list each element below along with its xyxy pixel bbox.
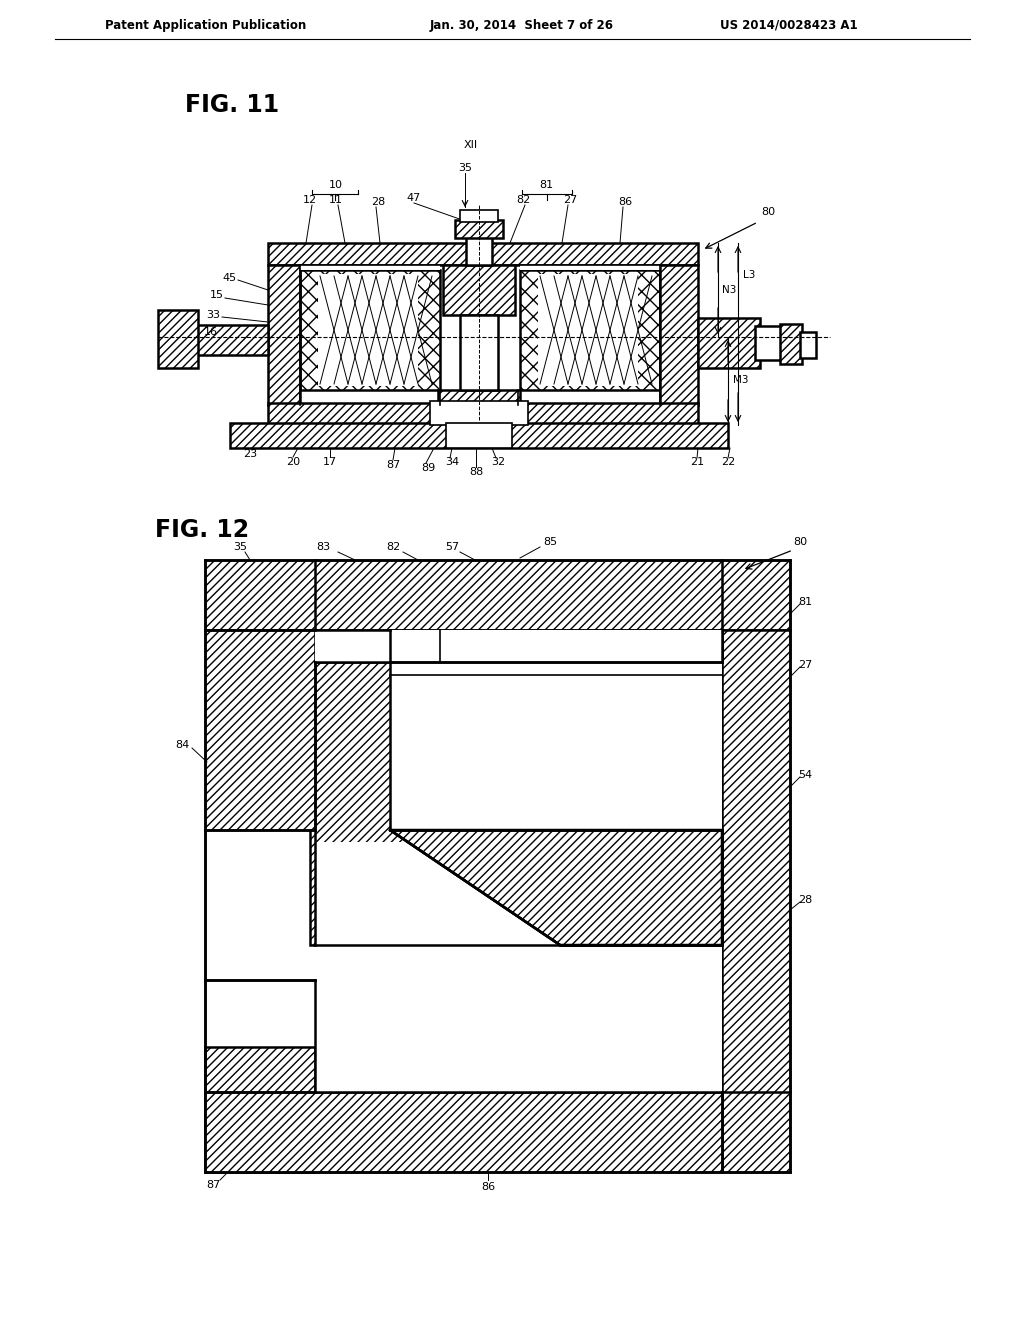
Bar: [460, 315, 498, 389]
Text: 82: 82: [386, 543, 400, 552]
Text: 81: 81: [798, 597, 812, 607]
Bar: [722, 630, 790, 1172]
Bar: [660, 265, 698, 405]
Bar: [438, 389, 520, 425]
Text: 57: 57: [445, 543, 459, 552]
Text: 47: 47: [407, 193, 421, 203]
Text: 16: 16: [204, 327, 218, 337]
Text: 89: 89: [421, 463, 435, 473]
Bar: [205, 1047, 315, 1172]
Text: 27: 27: [563, 195, 578, 205]
Text: 81: 81: [539, 180, 553, 190]
Text: 32: 32: [490, 457, 505, 467]
Bar: [158, 310, 198, 368]
Text: 82: 82: [516, 195, 530, 205]
Bar: [390, 630, 722, 830]
Text: M3: M3: [733, 375, 749, 385]
Bar: [315, 850, 435, 979]
Bar: [205, 1092, 722, 1172]
Bar: [460, 210, 498, 222]
Text: 84: 84: [175, 741, 189, 750]
Text: US 2014/0028423 A1: US 2014/0028423 A1: [720, 18, 858, 32]
Bar: [466, 215, 492, 265]
Bar: [310, 663, 722, 945]
Bar: [205, 630, 315, 830]
Text: 34: 34: [445, 457, 459, 467]
Text: 88: 88: [469, 467, 483, 477]
Text: 28: 28: [798, 895, 812, 906]
Text: 83: 83: [316, 543, 330, 552]
Bar: [315, 630, 722, 663]
Text: 17: 17: [323, 457, 337, 467]
Text: XII: XII: [464, 140, 478, 150]
Text: 21: 21: [690, 457, 705, 467]
Text: L3: L3: [743, 271, 756, 280]
Text: 12: 12: [303, 195, 317, 205]
Text: 86: 86: [617, 197, 632, 207]
Bar: [698, 318, 760, 368]
Bar: [268, 403, 698, 425]
Text: N3: N3: [722, 285, 736, 294]
Text: 33: 33: [206, 310, 220, 319]
Bar: [195, 325, 268, 355]
Text: 20: 20: [286, 457, 300, 467]
Bar: [268, 265, 300, 405]
Polygon shape: [390, 830, 722, 945]
Text: Patent Application Publication: Patent Application Publication: [105, 18, 306, 32]
Text: 15: 15: [210, 290, 224, 300]
Text: 80: 80: [793, 537, 807, 546]
Bar: [268, 243, 698, 265]
Bar: [430, 401, 528, 425]
Bar: [755, 326, 783, 360]
Text: 87: 87: [386, 459, 400, 470]
Text: 86: 86: [481, 1181, 495, 1192]
Bar: [446, 422, 512, 447]
Text: 23: 23: [243, 449, 257, 459]
Bar: [300, 271, 440, 389]
Text: 28: 28: [371, 197, 385, 207]
Bar: [205, 560, 790, 630]
Bar: [230, 422, 728, 447]
Text: 80: 80: [761, 207, 775, 216]
Bar: [455, 220, 503, 238]
Bar: [390, 630, 722, 663]
Bar: [315, 842, 722, 1092]
Bar: [520, 265, 660, 271]
Bar: [318, 275, 418, 385]
Bar: [443, 265, 515, 315]
Text: 45: 45: [223, 273, 237, 282]
Bar: [300, 265, 440, 271]
Bar: [520, 271, 660, 389]
Text: 87: 87: [206, 1180, 220, 1191]
Text: 54: 54: [798, 770, 812, 780]
Text: Jan. 30, 2014  Sheet 7 of 26: Jan. 30, 2014 Sheet 7 of 26: [430, 18, 614, 32]
Text: FIG. 12: FIG. 12: [155, 517, 249, 543]
Text: 10: 10: [329, 180, 343, 190]
Text: 11: 11: [329, 195, 343, 205]
Text: 35: 35: [458, 162, 472, 173]
Bar: [800, 333, 816, 358]
Bar: [780, 323, 802, 364]
Text: 85: 85: [543, 537, 557, 546]
Text: FIG. 11: FIG. 11: [185, 92, 280, 117]
Text: 22: 22: [721, 457, 735, 467]
Text: 27: 27: [798, 660, 812, 671]
Text: 35: 35: [233, 543, 247, 552]
Bar: [538, 275, 638, 385]
